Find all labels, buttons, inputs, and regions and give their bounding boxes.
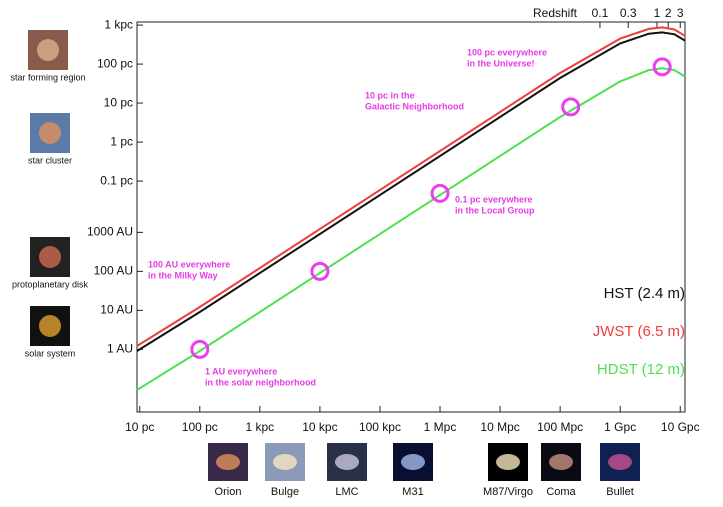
x-tick-label: 100 pc: [182, 420, 218, 434]
y-tick-label: 10 pc: [104, 95, 133, 109]
x2-tick-label: 0.1: [592, 6, 609, 20]
x2-tick-label: 0.3: [620, 6, 637, 20]
x2-tick-label: 1: [654, 6, 661, 20]
y-tick-label: 10 AU: [100, 303, 133, 317]
thumbnail-detail: [273, 454, 297, 470]
image-caption: LMC: [335, 486, 358, 498]
x-tick-label: 10 pc: [125, 420, 154, 434]
x-tick-label: 100 kpc: [359, 420, 401, 434]
annotation: in the Milky Way: [148, 270, 218, 280]
thumbnail-detail: [549, 454, 573, 470]
thumbnail-detail: [39, 122, 61, 144]
image-caption: star cluster: [28, 155, 72, 165]
annotation: 100 AU everywhere: [148, 259, 230, 269]
highlight-circle: [432, 185, 448, 201]
series-line: [137, 32, 685, 351]
y-tick-label: 1 AU: [107, 342, 133, 356]
y-tick-label: 1 pc: [110, 134, 133, 148]
highlight-circle: [654, 59, 670, 75]
thumbnail-detail: [37, 39, 59, 61]
image-caption: M87/Virgo: [483, 486, 533, 498]
thumbnail-detail: [496, 454, 520, 470]
plot-frame: [137, 22, 685, 412]
annotation: 10 pc in the: [365, 90, 415, 100]
highlight-circle: [192, 341, 208, 357]
image-caption: Orion: [215, 486, 242, 498]
x2-tick-label: 3: [677, 6, 684, 20]
x-tick-label: 10 kpc: [302, 420, 337, 434]
image-caption: protoplanetary disk: [12, 279, 89, 289]
thumbnail-detail: [39, 246, 61, 268]
thumbnail-detail: [39, 315, 61, 337]
highlight-circle: [312, 263, 328, 279]
x-tick-label: 10 Gpc: [661, 420, 700, 434]
y-tick-label: 100 AU: [94, 264, 133, 278]
x-tick-label: 1 Gpc: [604, 420, 636, 434]
annotation: 1 AU everywhere: [205, 366, 277, 376]
image-caption: Coma: [546, 486, 576, 498]
legend-label: HST (2.4 m): [604, 285, 685, 302]
image-caption: star forming region: [10, 72, 85, 82]
series-line: [137, 68, 685, 390]
legend-label: HDST (12 m): [597, 361, 685, 378]
x-tick-label: 1 kpc: [246, 420, 275, 434]
y-tick-label: 100 pc: [97, 56, 133, 70]
annotation: in the solar neighborhood: [205, 377, 316, 387]
y-tick-label: 0.1 pc: [100, 173, 133, 187]
image-caption: M31: [402, 486, 423, 498]
x2-axis-label: Redshift: [533, 6, 578, 20]
x-tick-label: 1 Mpc: [424, 420, 457, 434]
x-tick-label: 10 Mpc: [480, 420, 519, 434]
annotation: 0.1 pc everywhere: [455, 194, 533, 204]
thumbnail-detail: [335, 454, 359, 470]
y-tick-label: 1000 AU: [87, 225, 133, 239]
annotation: Galactic Neighborhood: [365, 101, 464, 111]
annotation: in the Local Group: [455, 205, 535, 215]
thumbnail-detail: [216, 454, 240, 470]
x-tick-label: 100 Mpc: [537, 420, 583, 434]
thumbnail-detail: [401, 454, 425, 470]
thumbnail-detail: [608, 454, 632, 470]
image-caption: Bullet: [606, 486, 634, 498]
annotation: in the Universe!: [467, 58, 535, 68]
annotation: 100 pc everywhere: [467, 47, 547, 57]
image-caption: solar system: [25, 348, 76, 358]
image-caption: Bulge: [271, 486, 299, 498]
legend-label: JWST (6.5 m): [593, 323, 685, 340]
y-tick-label: 1 kpc: [104, 17, 133, 31]
chart: 1 kpc 100 pc 10 pc 1 pc 0.1 pc 1000 AU 100 AU 1…: [0, 0, 723, 502]
x2-tick-label: 2: [665, 6, 672, 20]
